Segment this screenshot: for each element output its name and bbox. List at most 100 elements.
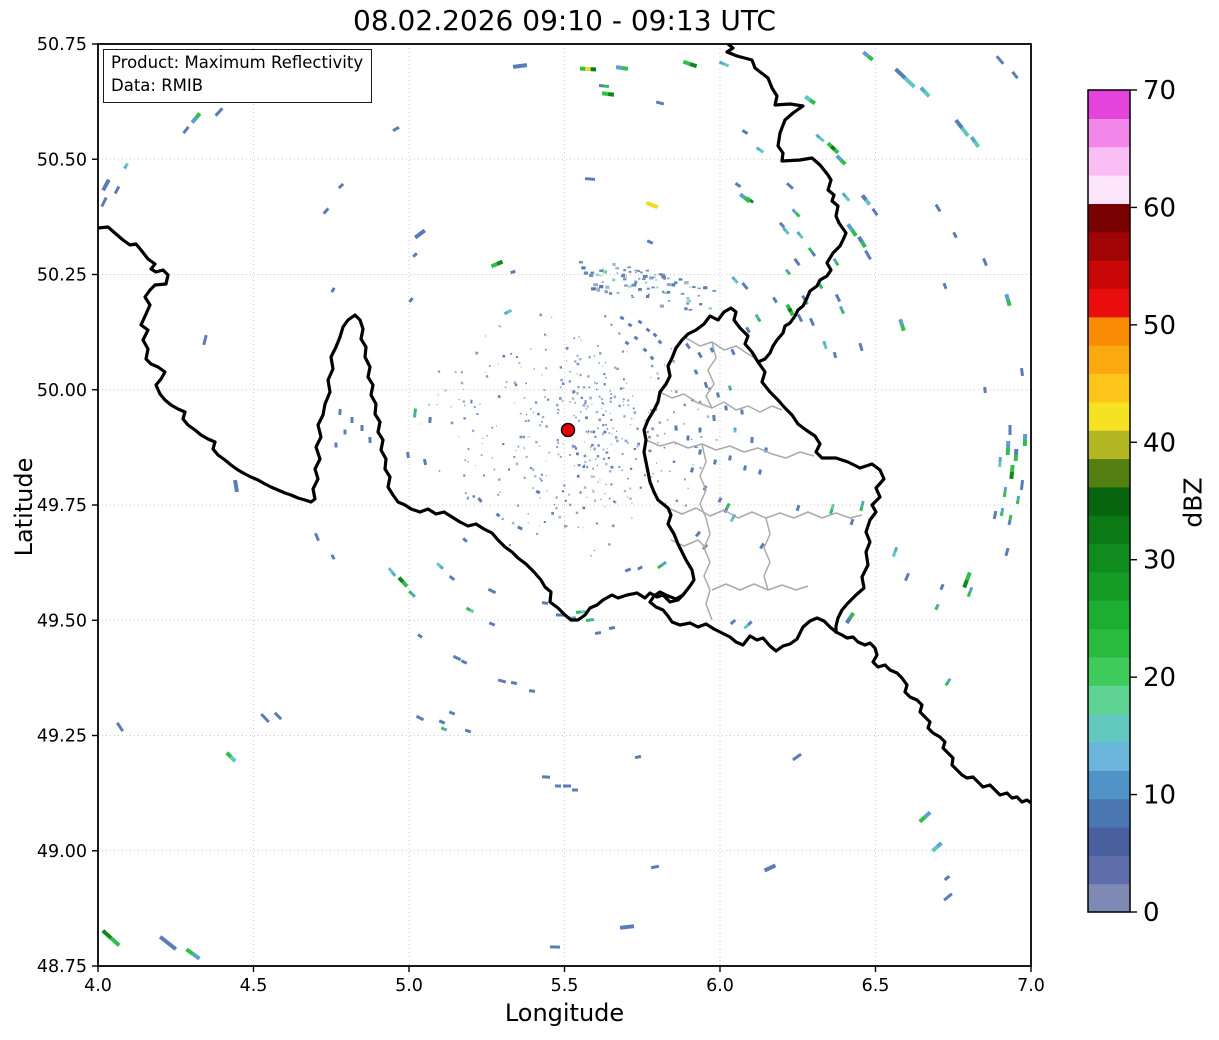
canton-border [763,517,771,591]
echo-streak [743,465,747,471]
echo-streak [839,305,844,311]
echo-streak [528,689,536,693]
echo-streak [440,726,445,731]
echo-streak [809,317,815,327]
echo-streak [739,192,747,200]
echo-streak [983,386,987,394]
national-border [98,225,685,622]
echo-streak [535,489,541,495]
echo-streak [733,278,739,284]
echo-streak [727,385,732,389]
echo-streak [124,162,129,167]
echo-streak [749,198,755,204]
colorbar-segment [1088,600,1130,630]
echo-streak [960,126,970,138]
colorbar-segment [1088,855,1130,885]
echo-streak [1015,499,1020,505]
echo-streak [871,207,879,217]
echo-streak [864,198,872,206]
echo-streak [541,775,551,779]
echo-streak [919,86,927,94]
echo-streak [796,230,802,236]
echo-streak [943,874,951,882]
echo-streak [1007,519,1012,526]
echo-streak [657,339,663,345]
echo-streak [229,755,237,763]
echo-streak [743,623,750,630]
echo-streak [785,268,790,273]
echo-streak [849,518,855,526]
echo-streak [818,284,824,290]
echo-streak [693,369,699,375]
echo-streak [594,631,602,635]
echo-streak [182,125,190,135]
echo-streak [634,754,642,760]
echo-streak [190,116,198,124]
echo-streak [703,381,709,389]
echo-streak [1009,471,1014,480]
echo-streak [1006,299,1012,307]
echo-streak [330,554,336,560]
echo-streak [438,719,446,725]
echo-streak [477,497,483,503]
echo-streak [709,347,715,353]
echo-streak [510,680,518,686]
echo-streak [942,282,948,290]
colorbar-segment [1088,288,1130,318]
echo-streak [829,508,834,515]
x-tick-label: 4.0 [84,976,112,996]
colorbar-segment [1088,373,1130,403]
echo-streak [823,344,828,350]
colorbar-segment [1088,458,1130,488]
echo-streak [115,722,125,732]
echo-streak [1004,293,1010,301]
echo-streak [893,546,899,553]
echo-streak [755,146,761,152]
colorbar-segment [1088,146,1130,176]
echo-streak [829,144,837,152]
colorbar-segment [1088,883,1130,913]
echo-streak [422,458,428,466]
echo-streak [517,525,523,531]
echo-streak [759,542,765,550]
echo-streak [791,208,798,215]
echo-streak [584,177,596,181]
echo-streak [934,606,939,611]
echo-streak [490,262,498,269]
canton-border [659,391,783,413]
echo-streak [123,165,128,170]
echo-streak [952,231,958,239]
colorbar-tick-label: 40 [1143,428,1176,458]
echo-streak [469,608,475,614]
echo-streak [452,654,462,662]
echo-streak [392,125,400,133]
colorbar-tick-label: 10 [1143,781,1176,811]
echo-streak [786,182,794,190]
echo-streak [798,234,804,240]
axes-frame: 4.0 4.5 5.0 5.5 6.0 6.5 7.0 50.75 50.50 50.25 50.0… [37,35,1045,996]
colorbar-tick-label: 0 [1143,898,1160,928]
echo-streak [225,751,233,759]
y-tick-label: 50.25 [37,266,87,286]
echo-streak [784,229,790,235]
echo-streak [1008,514,1013,521]
echo-streak [652,332,658,338]
y-tick-label: 49.25 [37,727,87,747]
echo-streak [1004,547,1010,557]
national-border [756,360,886,634]
echo-streak [497,678,507,684]
echo-streak [832,257,838,263]
echo-streak [337,182,345,190]
echo-streak [645,201,659,209]
echo-streak [734,182,742,188]
y-tick-label: 50.75 [37,35,87,55]
echo-streak [408,590,414,596]
echo-streak [943,892,953,902]
echo-streak [730,348,736,356]
echo-streak [637,565,643,571]
echo-streak [624,340,630,346]
national-border-layer [98,44,1031,805]
x-tick-label: 6.5 [862,976,890,996]
echo-streak [488,621,496,627]
